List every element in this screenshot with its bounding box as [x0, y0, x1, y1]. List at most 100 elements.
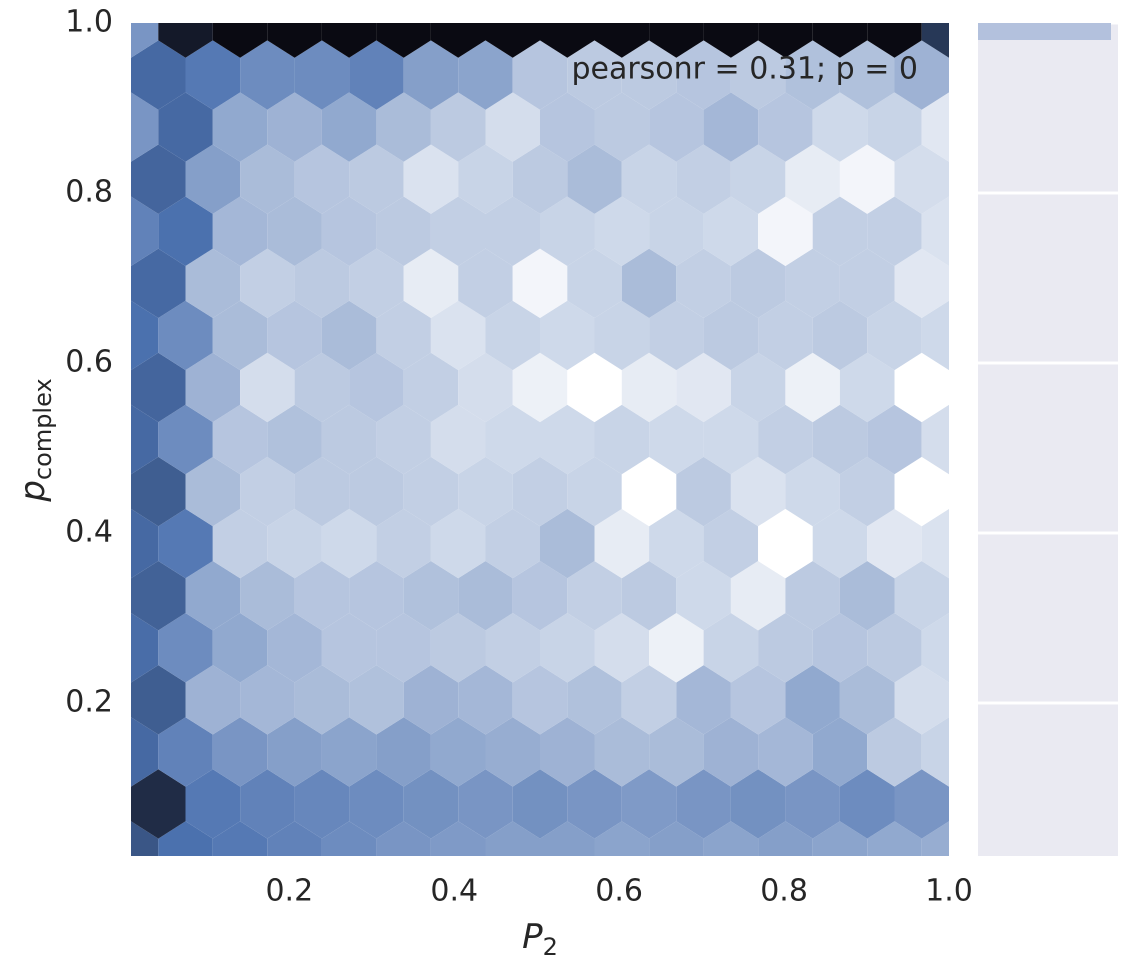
hex-cell [567, 561, 622, 631]
hex-cell [567, 40, 622, 110]
x-tick-label: 0.8 [760, 874, 808, 909]
hex-cell [621, 352, 677, 423]
hex-cell [185, 561, 241, 631]
hex-cell [676, 144, 731, 214]
hex-cell [703, 821, 759, 856]
hex-cell [376, 92, 431, 162]
x-tick-label: 0.6 [595, 874, 643, 909]
hex-cell [131, 717, 159, 787]
hex-cell [485, 613, 540, 683]
hex-cell [349, 665, 404, 735]
hex-cell [921, 717, 949, 787]
hex-cell [131, 404, 159, 475]
hex-cell [294, 769, 350, 839]
hex-cell [403, 40, 459, 110]
hex-cell [512, 352, 568, 423]
hex-cell [158, 613, 213, 683]
hex-cell [349, 561, 404, 631]
hex-cell [131, 300, 159, 371]
hex-cell [430, 92, 486, 162]
hex-cell [185, 665, 241, 735]
hex-cell [540, 717, 595, 787]
hex-cell [212, 717, 268, 787]
hex-cell [621, 40, 677, 110]
hex-cell [240, 248, 295, 318]
hex-cell [758, 196, 813, 266]
hex-cell [649, 717, 704, 787]
hex-cell [131, 23, 159, 58]
hex-cell [921, 821, 949, 856]
y-tick-label: 0.2 [65, 685, 113, 720]
hex-cell [785, 144, 840, 214]
hex-cell [240, 352, 295, 423]
hex-cell [649, 196, 704, 266]
hex-cell [267, 196, 322, 266]
hex-cell [158, 196, 213, 266]
hex-cell [376, 404, 431, 475]
hex-cell [812, 300, 868, 371]
hex-cell [403, 352, 459, 423]
hex-cell [839, 665, 895, 735]
hex-cell [458, 352, 513, 423]
hex-cell [621, 561, 677, 631]
x-tick-label: 0.4 [430, 874, 478, 909]
hex-cell [131, 613, 159, 683]
hex-cell [594, 92, 650, 162]
hex-cell [376, 613, 431, 683]
hex-cell [540, 508, 595, 579]
hex-cell [403, 144, 459, 214]
hex-cell [131, 456, 186, 527]
hex-cell [703, 300, 759, 371]
hex-cell [649, 821, 704, 856]
annotation: pearsonr = 0.31; p = 0 [571, 52, 918, 87]
hex-cell [376, 196, 431, 266]
hex-cell [676, 248, 731, 318]
hex-cell [758, 23, 813, 58]
hex-cell [485, 196, 540, 266]
hex-cell [131, 508, 159, 579]
hex-cell [430, 613, 486, 683]
hex-cell [540, 821, 595, 856]
hex-cell [131, 821, 159, 856]
hex-cell [131, 352, 186, 423]
hex-cell [212, 508, 268, 579]
hex-cell [403, 665, 459, 735]
hex-cell [403, 769, 459, 839]
hex-cell [131, 769, 186, 839]
hex-cell [212, 613, 268, 683]
hex-cell [240, 456, 295, 527]
hex-cell [267, 23, 322, 58]
hex-cell [594, 613, 650, 683]
hex-cell [730, 248, 786, 318]
hex-cell [430, 196, 486, 266]
hex-cell [649, 404, 704, 475]
hex-cell [649, 613, 704, 683]
x-label-sub: 2 [543, 933, 558, 961]
hex-cell [676, 40, 731, 110]
hex-cell [485, 508, 540, 579]
hex-cell [894, 665, 949, 735]
hex-cell [594, 508, 650, 579]
hex-cell [785, 561, 840, 631]
hex-cell [349, 40, 404, 110]
hex-cell [321, 821, 377, 856]
hex-cell [294, 40, 350, 110]
hex-cell [158, 92, 213, 162]
hex-cell [785, 665, 840, 735]
hex-cell [649, 508, 704, 579]
hex-cell [703, 196, 759, 266]
hex-cell [621, 769, 677, 839]
hex-cell [430, 404, 486, 475]
hex-cell [703, 717, 759, 787]
hex-cell [785, 352, 840, 423]
hex-cell [267, 508, 322, 579]
hex-cell [131, 144, 186, 214]
hex-cell [758, 821, 813, 856]
hex-cell [349, 144, 404, 214]
hex-cell [839, 769, 895, 839]
hex-cell [703, 508, 759, 579]
hex-cell [894, 352, 949, 423]
hex-cell [430, 821, 486, 856]
hex-cell [758, 92, 813, 162]
